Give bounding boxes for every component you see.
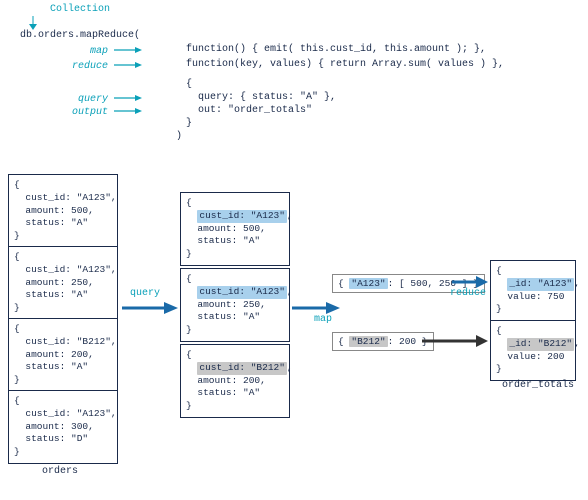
reduce-fn-line: function(key, values) { return Array.sum… bbox=[186, 59, 504, 70]
opts-open: { bbox=[186, 79, 192, 90]
opts-out-line: out: "order_totals" bbox=[186, 105, 312, 116]
result-doc: { _id: "B212", value: 200 } bbox=[490, 320, 576, 381]
filtered-doc: { cust_id: "A123", amount: 250, status: … bbox=[180, 268, 290, 342]
mapreduce-diagram: { cust_id: "A123", amount: 500, status: … bbox=[0, 162, 588, 498]
orders-caption: orders bbox=[42, 466, 78, 477]
reduce-edge-label: reduce bbox=[450, 288, 486, 299]
opts-close: } bbox=[186, 118, 192, 129]
arrow-right-icon bbox=[114, 94, 142, 102]
label-output: output bbox=[72, 107, 142, 118]
result-doc: { _id: "A123", value: 750 } bbox=[490, 260, 576, 321]
label-map: map bbox=[90, 46, 142, 57]
orders-doc: { cust_id: "A123", amount: 300, status: … bbox=[8, 390, 118, 464]
orders-doc: { cust_id: "A123", amount: 250, status: … bbox=[8, 246, 118, 320]
close-paren: ) bbox=[176, 131, 182, 142]
arrow-right-icon bbox=[114, 107, 142, 115]
arrow-right-icon bbox=[114, 61, 142, 69]
filtered-doc: { cust_id: "A123", amount: 500, status: … bbox=[180, 192, 290, 266]
db-call-line: db.orders.mapReduce( bbox=[20, 30, 140, 41]
passthrough-arrow-icon bbox=[422, 334, 488, 348]
orders-doc: { cust_id: "A123", amount: 500, status: … bbox=[8, 174, 118, 248]
reduce-arrow-icon bbox=[452, 275, 488, 289]
map-edge-label: map bbox=[314, 314, 332, 325]
mapped-pair: { "B212": 200 } bbox=[332, 332, 434, 351]
order-totals-caption: order_totals bbox=[502, 380, 574, 391]
collection-arrow-icon bbox=[28, 16, 38, 30]
collection-label: Collection bbox=[50, 4, 110, 15]
label-reduce: reduce bbox=[72, 61, 142, 72]
label-query: query bbox=[78, 94, 142, 105]
map-arrow-icon bbox=[292, 301, 340, 315]
map-fn-line: function() { emit( this.cust_id, this.am… bbox=[186, 44, 486, 55]
opts-query-line: query: { status: "A" }, bbox=[186, 92, 336, 103]
arrow-right-icon bbox=[114, 46, 142, 54]
query-edge-label: query bbox=[130, 288, 160, 299]
orders-doc: { cust_id: "B212", amount: 200, status: … bbox=[8, 318, 118, 392]
query-arrow-icon bbox=[122, 301, 178, 315]
filtered-doc: { cust_id: "B212", amount: 200, status: … bbox=[180, 344, 290, 418]
